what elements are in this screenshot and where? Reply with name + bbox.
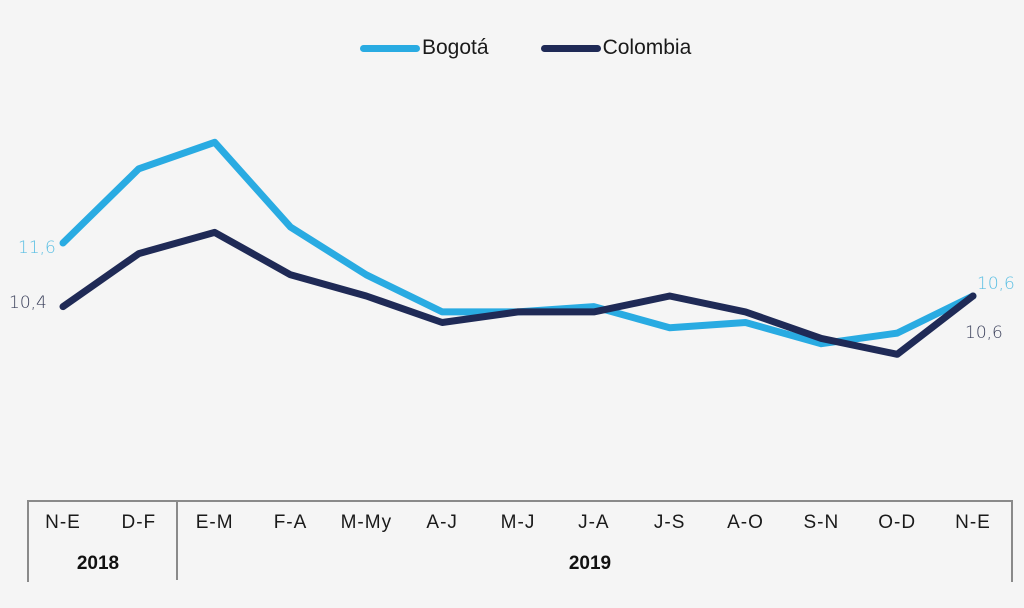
legend-swatch-bogota	[360, 44, 420, 52]
x-tick-label: M-J	[500, 512, 536, 533]
data-label-bogota-last: 10,6	[977, 274, 1015, 294]
legend-item-colombia: Colombia	[540, 36, 692, 60]
legend: Bogotá Colombia	[360, 36, 743, 60]
legend-item-bogota: Bogotá	[360, 36, 489, 60]
year-label-2019: 2019	[568, 553, 612, 574]
year-divider	[176, 500, 178, 580]
data-label-colombia-last: 10,6	[965, 323, 1003, 343]
x-tick-label: E-M	[195, 512, 234, 533]
x-tick-label: J-S	[653, 512, 686, 533]
x-tick-label: D-F	[121, 512, 157, 533]
x-tick-label: A-O	[727, 512, 764, 533]
x-tick-label: A-J	[426, 512, 458, 533]
x-tick-label: J-A	[578, 512, 610, 533]
series-line-colombia	[59, 228, 977, 358]
x-axis-box	[27, 500, 1013, 582]
x-tick-label: O-D	[878, 512, 917, 533]
data-label-bogota-first: 11,6	[18, 238, 56, 258]
legend-label-colombia: Colombia	[602, 36, 692, 59]
legend-label-bogota: Bogotá	[422, 36, 489, 59]
year-label-2018: 2018	[76, 553, 120, 574]
x-tick-label: N-E	[955, 512, 991, 533]
data-label-colombia-first: 10,4	[9, 293, 47, 313]
x-tick-label: N-E	[45, 512, 81, 533]
x-tick-label: S-N	[803, 512, 840, 533]
legend-swatch-colombia	[540, 44, 601, 52]
x-tick-label: M-My	[340, 512, 393, 533]
x-tick-label: F-A	[273, 512, 308, 533]
